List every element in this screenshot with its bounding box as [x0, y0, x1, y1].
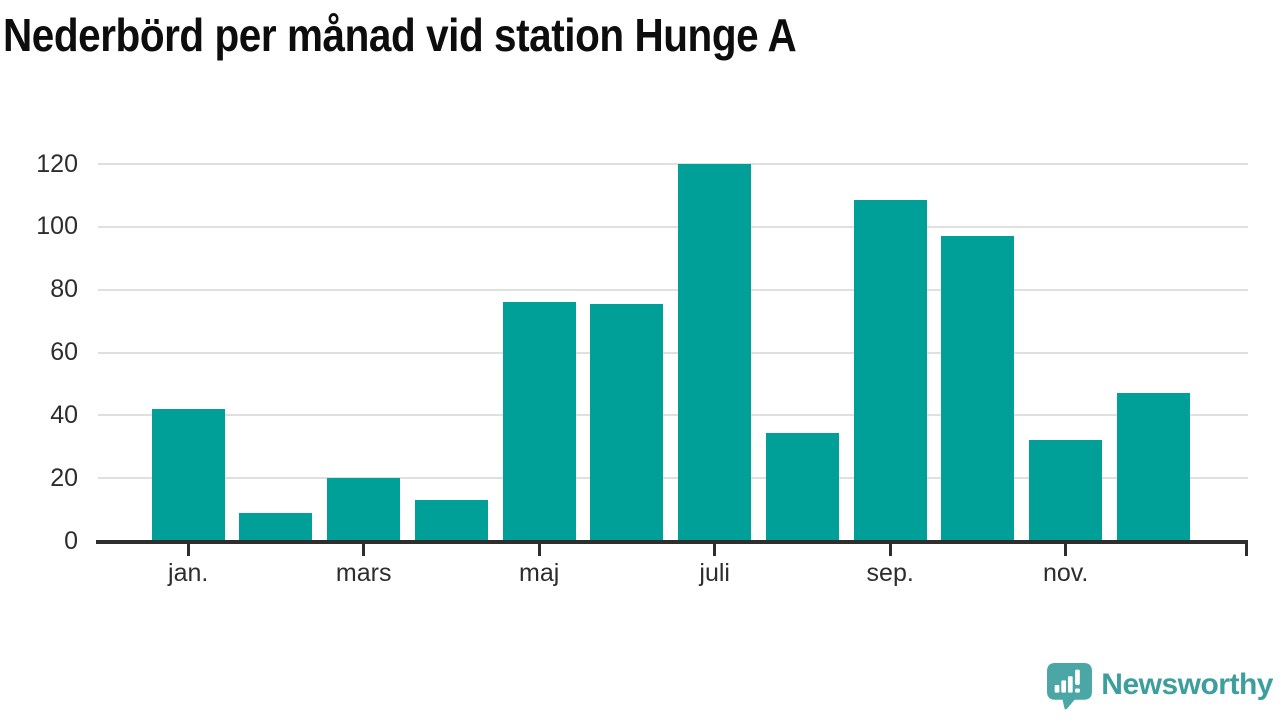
x-axis-line [96, 540, 1248, 544]
y-gridline [98, 288, 1248, 291]
y-gridline [98, 351, 1248, 354]
y-gridline [98, 163, 1248, 165]
x-axis-tick-label: sep. [866, 559, 914, 587]
x-axis-tick-label: nov. [1042, 559, 1089, 587]
x-axis-tick-label: mars [335, 559, 392, 587]
bar [765, 432, 839, 542]
chart-title: Nederbörd per månad vid station Hunge A [3, 9, 797, 61]
brand-logo: Newsworthy [1047, 663, 1273, 715]
x-axis-tick-mark [186, 543, 190, 556]
x-axis-tick-mark [713, 543, 717, 556]
bar [1029, 440, 1103, 542]
y-axis-tick-label: 20 [50, 463, 78, 492]
bar [414, 500, 488, 542]
bar [327, 478, 401, 542]
y-axis-tick-label: 80 [50, 275, 78, 304]
x-axis-tick-mark [888, 543, 892, 556]
bar [502, 302, 576, 542]
x-axis-end-cap [1245, 540, 1248, 556]
bar [239, 512, 313, 542]
bar [151, 409, 225, 542]
y-axis-tick-label: 60 [50, 338, 78, 366]
bar [590, 303, 664, 542]
x-axis-tick-label: maj [519, 559, 560, 587]
x-axis-tick-label: jan. [168, 559, 209, 587]
bar [941, 236, 1015, 542]
newsworthy-speech-bubble-barchart-icon [1047, 663, 1093, 715]
x-axis-tick-label: juli [699, 559, 730, 587]
bar [853, 200, 927, 542]
y-gridline [98, 225, 1248, 228]
y-axis-tick-label: 0 [64, 526, 78, 555]
y-axis-tick-label: 120 [36, 149, 78, 178]
x-axis-tick-mark [362, 543, 366, 556]
bar [678, 164, 752, 542]
y-gridline [98, 414, 1248, 417]
brand-name: Newsworthy [1101, 668, 1273, 701]
x-axis-tick-mark [1064, 543, 1068, 556]
y-axis-tick-label: 100 [36, 212, 78, 241]
y-gridline [98, 477, 1248, 480]
x-axis-tick-mark [537, 543, 541, 556]
bar [1116, 393, 1190, 542]
y-axis-tick-label: 40 [50, 400, 78, 429]
